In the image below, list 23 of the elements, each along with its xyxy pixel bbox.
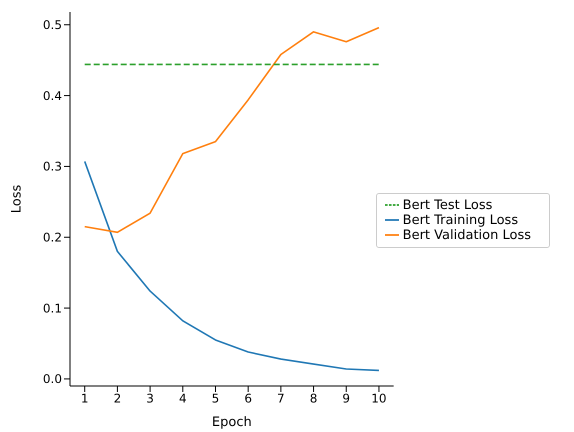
x-tick-label: 6 <box>244 392 252 406</box>
x-tick-label: 4 <box>178 392 187 406</box>
x-tick-label: 2 <box>114 392 122 406</box>
y-tick-label: 0.0 <box>42 372 62 386</box>
y-tick-label: 0.5 <box>42 18 62 32</box>
y-tick-label: 0.1 <box>42 301 62 316</box>
legend-label: Bert Validation Loss <box>402 228 531 242</box>
line-series <box>84 160 380 372</box>
x-axis-title: Epoch <box>212 415 252 430</box>
x-tick-label: 8 <box>310 392 318 406</box>
line-series <box>84 26 380 234</box>
x-tick-label: 9 <box>342 392 350 406</box>
y-tick-label: 0.2 <box>42 230 62 245</box>
x-tick-label: 1 <box>80 392 89 406</box>
x-tick-label: 7 <box>277 392 285 406</box>
x-tick-label: 3 <box>146 392 154 406</box>
y-tick-label: 0.3 <box>42 160 62 174</box>
legend-label: Bert Test Loss <box>402 198 492 212</box>
y-tick-label: 0.4 <box>42 88 62 103</box>
x-tick-label: 5 <box>212 392 220 406</box>
y-axis-title: Loss <box>10 184 25 214</box>
legend-label: Bert Training Loss <box>402 212 518 228</box>
x-tick-label: 10 <box>371 392 387 406</box>
